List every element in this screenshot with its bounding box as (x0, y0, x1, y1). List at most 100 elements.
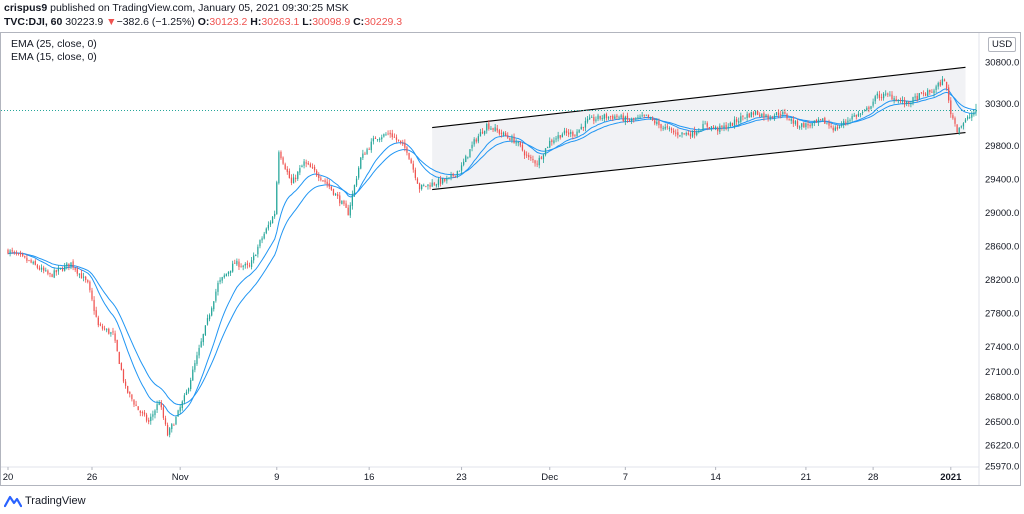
candle-body (687, 133, 689, 135)
candle-body (412, 163, 414, 170)
candle-body (910, 103, 912, 105)
candle-body (851, 116, 853, 120)
candle-body (670, 128, 673, 131)
candle-body (782, 112, 784, 115)
candle-body (286, 168, 288, 172)
candle-body (181, 401, 183, 409)
candle-body (257, 246, 259, 255)
time-tick-label: Nov (172, 472, 189, 483)
candle-body (40, 267, 43, 270)
candle-body (714, 126, 717, 129)
candle-body (924, 93, 927, 96)
candle-body (183, 395, 186, 402)
legend-ema-15[interactable]: EMA (15, close, 0) (11, 51, 97, 63)
candle-body (80, 273, 83, 279)
candle-body (274, 213, 276, 217)
candle-body (446, 178, 448, 181)
candle-body (534, 160, 536, 164)
author-name[interactable]: crispus9 (4, 2, 48, 14)
close-value: 30229.3 (364, 16, 403, 28)
candle-body (355, 178, 358, 186)
candle-body (864, 110, 866, 112)
candle-body (322, 180, 324, 182)
candle-body (672, 130, 675, 133)
candle-body (215, 291, 217, 301)
time-tick-label: Dec (541, 472, 558, 483)
candle-body (288, 171, 291, 179)
candle-body (404, 142, 406, 148)
ticker-line: TVC:DJI, 60 30223.9 ▼−382.6 (−1.25%) O:3… (4, 16, 402, 28)
candle-body (267, 224, 270, 229)
candle-body (332, 189, 335, 195)
candle-body (190, 380, 192, 389)
candle-body (229, 270, 232, 273)
candle-body (108, 328, 110, 334)
price-tick-label: 29800.0 (985, 141, 1019, 152)
open-label: O: (197, 16, 210, 28)
tradingview-logo-icon (4, 495, 22, 508)
candle-body (903, 99, 906, 105)
candle-body (28, 260, 30, 261)
candle-body (456, 171, 458, 177)
candle-body (278, 152, 280, 184)
candle-body (702, 123, 704, 131)
candle-body (242, 265, 244, 267)
candle-body (601, 118, 603, 119)
time-tick-label: 28 (868, 472, 879, 483)
legend-ema-25[interactable]: EMA (25, close, 0) (11, 38, 97, 50)
candle-body (843, 121, 845, 126)
candle-body (801, 123, 803, 127)
price-change: −382.6 (−1.25%) (116, 16, 195, 28)
candle-body (72, 261, 74, 268)
candle-body (809, 124, 811, 127)
candle-body (162, 407, 165, 418)
candle-body (908, 101, 910, 104)
price-tick-label: 28200.0 (985, 275, 1019, 286)
candle-body (76, 269, 78, 274)
candle-body (652, 118, 654, 121)
candle-body (368, 149, 370, 150)
currency-badge[interactable]: USD (988, 37, 1017, 52)
candle-body (177, 410, 179, 417)
candle-body (922, 92, 925, 94)
candle-body (813, 120, 815, 123)
candle-body (620, 115, 622, 118)
candle-body (628, 120, 631, 122)
candle-body (318, 175, 320, 178)
candle-body (492, 128, 494, 130)
candle-body (85, 276, 87, 280)
candle-body (773, 115, 776, 119)
candle-body (49, 273, 51, 275)
candle-body (838, 126, 841, 129)
candle-body (756, 110, 759, 115)
candle-body (364, 153, 366, 155)
candle-body (122, 369, 125, 382)
candle-body (488, 123, 490, 129)
candle-body (868, 107, 870, 109)
price-chart[interactable]: 30800.0 30300.0 29800.0 29400.0 29000.0 28600… (1, 33, 1020, 485)
candle-body (771, 117, 773, 118)
candle-body (135, 404, 137, 406)
candle-body (91, 290, 93, 300)
candle-body (402, 143, 404, 145)
candle-body (729, 122, 731, 126)
candle-body (735, 119, 738, 122)
candle-body (723, 125, 725, 128)
footer-branding[interactable]: TradingView (4, 492, 86, 510)
publish-header: crispus9 published on TradingView.com, J… (4, 2, 349, 14)
price-tick-label: 30300.0 (985, 99, 1019, 110)
candle-body (966, 116, 969, 120)
candle-body (221, 277, 223, 281)
candle-body (328, 183, 330, 187)
candle-body (106, 329, 108, 331)
candle-body (381, 137, 383, 140)
candle-body (139, 411, 141, 413)
candle-body (578, 129, 580, 133)
candle-body (484, 130, 486, 134)
candle-body (51, 274, 53, 277)
candle-body (526, 154, 528, 156)
candle-body (880, 96, 883, 98)
candle-body (99, 324, 102, 326)
chart-pane[interactable]: 30800.0 30300.0 29800.0 29400.0 29000.0 28600… (0, 32, 1021, 486)
candle-body (885, 93, 887, 95)
